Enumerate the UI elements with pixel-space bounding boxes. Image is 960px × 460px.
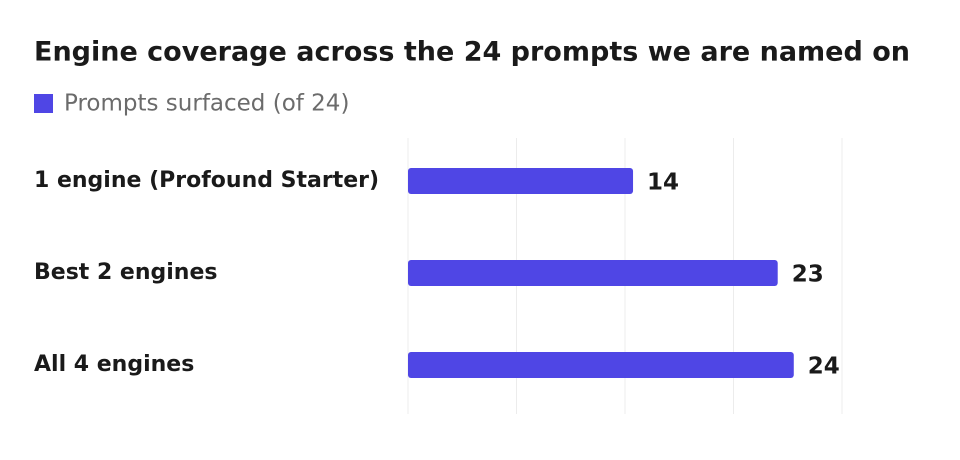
bar [408,168,634,194]
category-label: Best 2 engines [34,260,217,285]
legend-label: Prompts surfaced (of 24) [64,91,349,117]
bar [408,352,794,378]
value-label: 23 [792,262,824,288]
legend-swatch [34,94,53,113]
bar [408,260,778,286]
category-label: All 4 engines [34,352,194,377]
value-label: 14 [647,170,679,196]
value-label: 24 [808,354,840,380]
chart-title: Engine coverage across the 24 prompts we… [34,37,910,68]
category-label: 1 engine (Profound Starter) [34,168,379,193]
